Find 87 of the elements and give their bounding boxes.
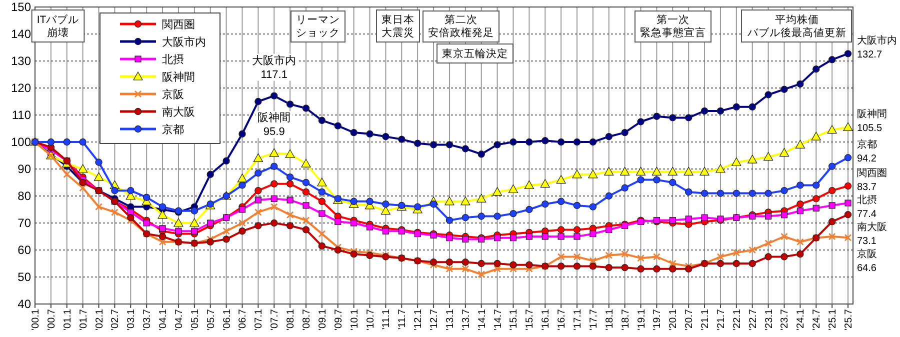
legend-label: 大阪市内 xyxy=(162,36,206,48)
x-tick-label: '06.7 xyxy=(238,308,249,330)
y-tick-label: 50 xyxy=(18,270,32,284)
y-tick-label: 140 xyxy=(10,27,32,41)
y-tick-label: 70 xyxy=(18,216,32,230)
x-tick-label: '15.7 xyxy=(524,308,536,330)
x-tick-label: '08.1 xyxy=(286,308,297,330)
x-tick-label: '16.1 xyxy=(540,308,552,330)
annotation: 京都 94.2 xyxy=(857,138,877,165)
x-tick-label: '12.7 xyxy=(429,308,440,330)
legend-label: 南大阪 xyxy=(162,106,195,118)
x-tick-label: '16.7 xyxy=(556,308,568,330)
y-tick-label: 40 xyxy=(18,297,32,311)
x-tick-label: '13.7 xyxy=(460,308,472,330)
x-tick-label: '21.7 xyxy=(716,308,727,330)
x-tick-label: '13.1 xyxy=(444,308,456,330)
x-tick-label: '24.7 xyxy=(812,308,823,330)
annotation: 平均株価バブル後最高値更新 xyxy=(746,13,846,39)
x-tick-label: '10.7 xyxy=(365,308,376,330)
y-tick-label: 90 xyxy=(18,162,32,176)
x-tick-label: '04.1 xyxy=(158,308,170,330)
x-tick-label: '21.1 xyxy=(700,308,712,330)
x-tick-label: '17.7 xyxy=(588,308,600,330)
x-tick-label: '12.1 xyxy=(413,308,424,330)
x-tick-label: '17.1 xyxy=(572,308,584,330)
x-tick-label: '00.7 xyxy=(46,308,58,330)
x-tick-label: '11.1 xyxy=(381,308,392,330)
x-tick-label: '03.7 xyxy=(142,308,154,330)
x-tick-label: '01.7 xyxy=(78,308,90,330)
x-tick-label: '14.7 xyxy=(492,308,504,330)
y-tick-label: 110 xyxy=(12,108,32,122)
x-tick-label: '19.1 xyxy=(636,308,648,330)
x-tick-label: '24.1 xyxy=(796,308,807,330)
x-tick-label: '11.7 xyxy=(397,308,408,330)
x-tick-label: '22.1 xyxy=(732,308,743,330)
y-tick-label: 100 xyxy=(10,135,32,149)
x-tick-label: '06.1 xyxy=(222,308,233,330)
y-tick-label: 130 xyxy=(10,54,32,68)
x-tick-label: '02.1 xyxy=(94,308,106,330)
x-tick-label: '20.1 xyxy=(668,308,680,330)
annotation: 関西圏 83.7 xyxy=(857,168,887,194)
x-tick-label: '01.1 xyxy=(62,308,74,330)
legend-label: 京阪 xyxy=(162,88,184,101)
x-tick-label: '10.1 xyxy=(349,308,360,330)
annotation: 第二次安倍政権発足 xyxy=(428,14,494,39)
x-tick-label: '14.1 xyxy=(476,308,488,330)
x-tick-label: '19.7 xyxy=(652,308,664,330)
x-tick-label: '23.7 xyxy=(780,308,791,330)
x-tick-label: '07.7 xyxy=(270,308,281,330)
x-tick-label: '22.7 xyxy=(748,308,759,330)
annotation: 東日本大震災 xyxy=(382,13,414,39)
annotation: 東京五輪決定 xyxy=(442,47,508,60)
x-tick-label: '04.7 xyxy=(174,308,185,330)
annotation: 南大阪 73.1 xyxy=(857,221,887,248)
x-tick-label: '05.1 xyxy=(190,308,201,330)
annotation: リーマンショック xyxy=(296,14,340,39)
annotation: 大阪市内 132.7 xyxy=(857,34,897,61)
x-tick-label: '03.1 xyxy=(126,308,138,330)
x-tick-label: '08.7 xyxy=(302,308,312,330)
annotation: ITバブル崩壊 xyxy=(36,13,80,39)
x-tick-label: '00.1 xyxy=(30,308,42,330)
y-tick-label: 120 xyxy=(10,81,32,95)
y-tick-label: 60 xyxy=(18,243,32,257)
legend-label: 北摂 xyxy=(162,53,184,66)
annotation: 第一次緊急事態宣言 xyxy=(640,14,706,39)
x-tick-label: '18.1 xyxy=(604,308,616,330)
x-tick-label: '05.7 xyxy=(206,308,217,330)
x-tick-label: '07.1 xyxy=(254,308,265,330)
x-tick-label: '15.1 xyxy=(508,308,520,330)
legend-label: 京都 xyxy=(162,123,184,136)
y-tick-label: 150 xyxy=(10,0,32,14)
x-tick-label: '25.7 xyxy=(844,308,854,330)
x-tick-label: '02.7 xyxy=(110,308,122,330)
legend-label: 阪神間 xyxy=(162,70,195,84)
annotation: 阪神間 105.5 xyxy=(857,108,887,134)
x-tick-label: '18.7 xyxy=(620,308,632,330)
x-tick-label: '23.1 xyxy=(764,308,775,330)
annotation: 大阪市内 117.1 xyxy=(252,54,296,81)
x-tick-label: '25.1 xyxy=(828,308,839,330)
annotation: 京阪 64.6 xyxy=(857,248,877,274)
annotation: 北摂 77.4 xyxy=(857,194,877,220)
x-tick-label: '09.1 xyxy=(317,308,328,330)
x-tick-label: '20.7 xyxy=(684,308,696,330)
y-tick-label: 80 xyxy=(18,189,32,203)
legend-label: 関西圏 xyxy=(162,19,195,31)
annotation: 阪神間 95.9 xyxy=(258,111,291,138)
x-tick-label: '09.7 xyxy=(333,308,344,330)
